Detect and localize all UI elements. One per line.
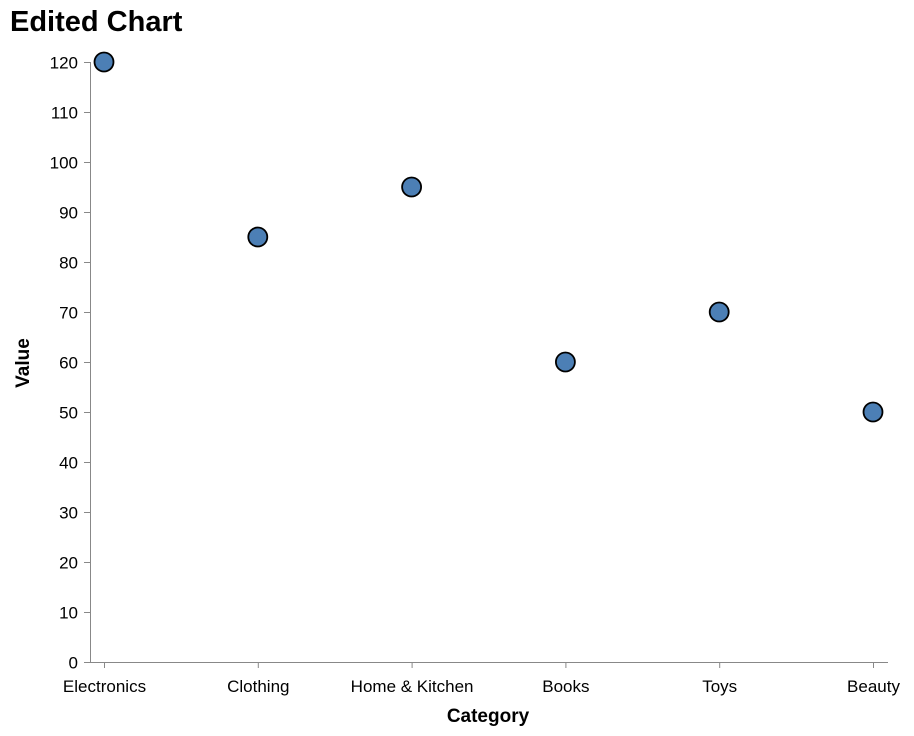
- x-tick-label: Books: [542, 677, 589, 696]
- y-tick-label: 0: [69, 654, 78, 673]
- y-tick-label: 120: [50, 54, 78, 73]
- data-point[interactable]: [93, 51, 115, 73]
- x-tick-label: Clothing: [227, 677, 289, 696]
- x-tick-label: Beauty: [847, 677, 900, 696]
- y-tick-label: 90: [59, 204, 78, 223]
- y-axis-title: Value: [13, 338, 34, 388]
- x-tick-label: Toys: [702, 677, 737, 696]
- x-axis: Electronics Clothing Home & Kitchen Books To…: [63, 662, 900, 696]
- x-tick-label: Home & Kitchen: [351, 677, 474, 696]
- chart-title: Edited Chart: [10, 6, 183, 38]
- y-tick-label: 30: [59, 504, 78, 523]
- y-tick-label: 60: [59, 354, 78, 373]
- y-tick-label: 80: [59, 254, 78, 273]
- x-tick-label: Electronics: [63, 677, 146, 696]
- y-tick-label: 110: [51, 104, 78, 123]
- data-points: [93, 51, 884, 423]
- y-axis: 0 10 20 30 40 50 60 70 80 90 100 110 120: [50, 54, 91, 673]
- y-tick-label: 40: [59, 454, 78, 473]
- y-tick-label: 100: [50, 154, 78, 173]
- data-point[interactable]: [708, 301, 730, 323]
- data-point[interactable]: [555, 351, 576, 373]
- x-axis-title: Category: [447, 706, 530, 727]
- data-point[interactable]: [401, 176, 423, 198]
- y-tick-label: 20: [59, 554, 78, 573]
- y-tick-label: 70: [59, 304, 78, 323]
- data-point[interactable]: [862, 401, 884, 423]
- data-point[interactable]: [247, 226, 269, 248]
- y-tick-label: 10: [59, 604, 78, 623]
- y-tick-label: 50: [59, 404, 78, 423]
